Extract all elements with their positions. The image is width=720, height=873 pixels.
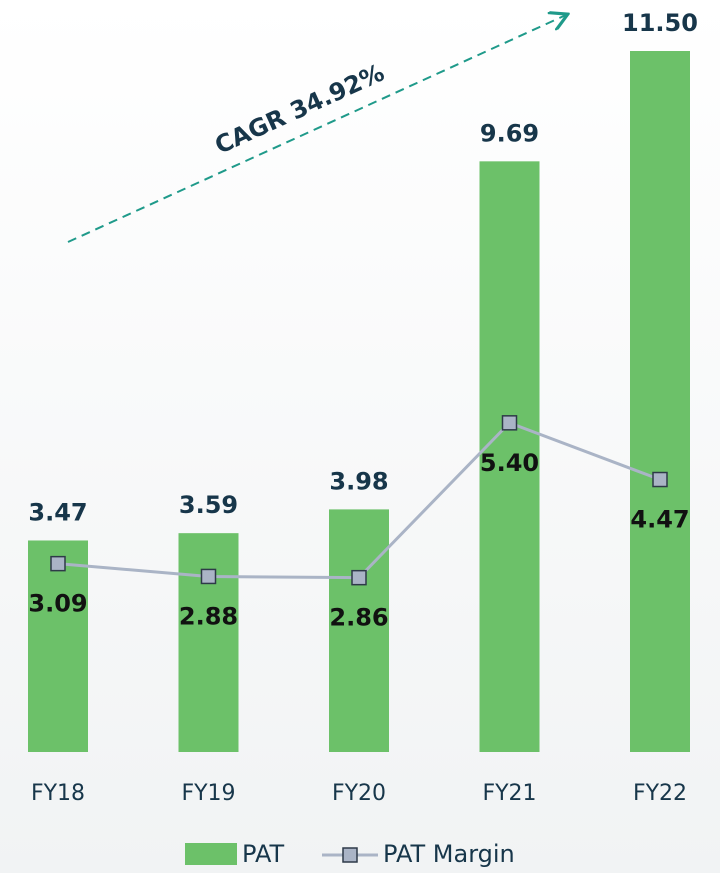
x-tick-label: FY18: [31, 781, 85, 806]
legend-marker: [342, 847, 358, 863]
line-marker: [652, 471, 668, 488]
line-marker: [351, 569, 367, 586]
bar: [630, 51, 690, 752]
bar-value-label: 9.69: [480, 119, 539, 147]
cagr-arrow: [67, 15, 566, 243]
legend-label: PAT: [242, 840, 284, 868]
bar-value-label: 3.47: [28, 498, 87, 526]
bar-value-label: 3.98: [329, 467, 388, 495]
line-value-label: 4.47: [630, 506, 689, 534]
x-tick-label: FY21: [482, 781, 536, 806]
bar: [28, 540, 88, 752]
bar-value-label: 11.50: [622, 9, 698, 37]
bar: [479, 161, 540, 752]
bar-value-label: 3.59: [179, 491, 238, 519]
x-tick-label: FY20: [332, 781, 386, 806]
line-marker: [501, 415, 518, 431]
legend-label: PAT Margin: [383, 840, 515, 868]
line-marker: [50, 555, 66, 572]
line-value-label: 5.40: [480, 449, 539, 477]
line-marker: [200, 568, 217, 585]
line-value-label: 2.86: [329, 604, 388, 632]
x-tick-label: FY22: [633, 781, 687, 806]
line-value-label: 3.09: [28, 590, 87, 618]
bar: [178, 533, 239, 752]
bar: [329, 509, 389, 752]
x-tick-label: FY19: [181, 781, 235, 806]
line-value-label: 2.88: [179, 602, 238, 630]
legend-swatch: [185, 843, 237, 865]
